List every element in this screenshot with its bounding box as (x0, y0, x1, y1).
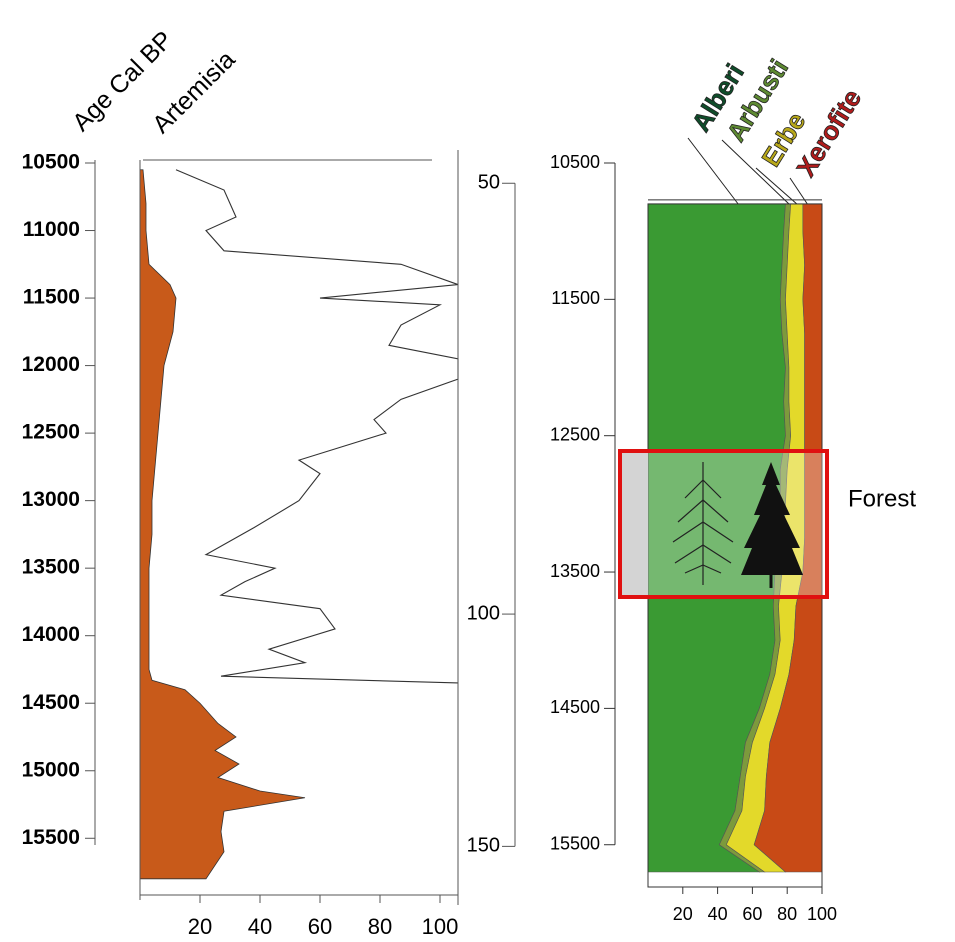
y-tick-label: 13000 (22, 488, 80, 511)
annotation: Forest (848, 485, 916, 512)
depth-tick-label: 50 (478, 172, 500, 194)
y-tick-label: 10500 (22, 151, 80, 174)
x-tick-label: 60 (308, 914, 332, 939)
y-tick-label: 11500 (23, 286, 80, 309)
x-tick-label: 80 (368, 914, 392, 939)
x-tick-label: 100 (422, 914, 459, 939)
y-tick-label: 12500 (550, 424, 600, 444)
y-tick-label: 14500 (22, 691, 80, 714)
highlight-strip (620, 451, 648, 597)
y-tick-label: 15000 (22, 758, 80, 781)
x-tick-label: 40 (708, 904, 728, 924)
leader (688, 138, 745, 213)
x-tick-label: 20 (673, 904, 693, 924)
y-tick-label: 15500 (550, 833, 600, 853)
line (176, 170, 458, 683)
highlight-fill (648, 451, 827, 597)
y-tick-label: 12000 (22, 353, 80, 376)
y-tick-label: 14500 (550, 697, 600, 717)
y-tick-label: 11000 (23, 218, 80, 241)
highlight (620, 451, 827, 597)
x-tick-label: 40 (248, 914, 272, 939)
depth-tick-label: 100 (467, 602, 500, 624)
area (140, 170, 305, 879)
y-tick-label: 13500 (550, 561, 600, 581)
y-tick-label: 12500 (22, 421, 80, 444)
y-tick-label: 13500 (22, 556, 80, 579)
x-tick-label: 100 (807, 904, 837, 924)
y-tick-label: 10500 (550, 152, 600, 172)
figure: Age Cal BP Artemisia Forest 204060801001… (0, 0, 955, 942)
y-tick-label: 11500 (551, 288, 600, 308)
depth-tick-label: 150 (467, 835, 500, 857)
x-tick-label: 60 (742, 904, 762, 924)
page: Age Cal BP Artemisia Forest 204060801001… (0, 0, 955, 942)
y-tick-label: 15500 (22, 826, 80, 849)
x-tick-label: 20 (188, 914, 212, 939)
x-tick-label: 80 (777, 904, 797, 924)
y-tick-label: 14000 (22, 623, 80, 646)
